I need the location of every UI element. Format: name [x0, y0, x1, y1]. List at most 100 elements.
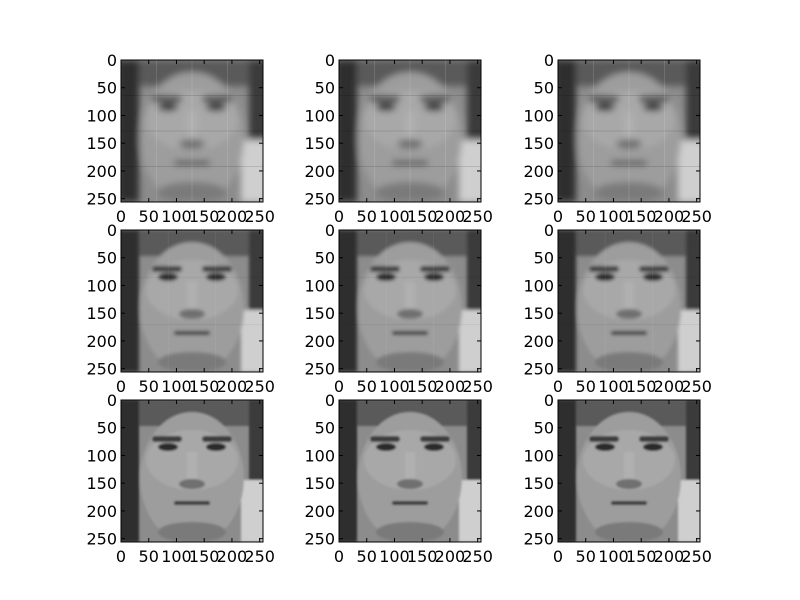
x-tick-label: 150 [189, 377, 220, 396]
y-tick-label: 0 [325, 51, 335, 70]
y-tick-label: 0 [544, 51, 554, 70]
y-tick-label: 100 [304, 446, 335, 465]
y-tick-label: 150 [304, 304, 335, 323]
y-tick-label: 150 [86, 474, 117, 493]
x-tick-label: 0 [116, 547, 126, 566]
x-tick-label: 150 [626, 547, 657, 566]
x-tick-label: 0 [116, 207, 126, 226]
y-tick-label: 150 [523, 134, 554, 153]
y-tick-label: 150 [86, 304, 117, 323]
x-tick-label: 50 [357, 207, 377, 226]
x-tick-label: 100 [379, 377, 410, 396]
face-image [339, 400, 481, 542]
y-tick-label: 250 [523, 530, 554, 549]
y-tick-label: 250 [304, 360, 335, 379]
y-tick-label: 50 [97, 79, 117, 98]
x-tick-label: 100 [379, 207, 410, 226]
y-tick-label: 200 [523, 502, 554, 521]
x-tick-label: 50 [139, 207, 159, 226]
x-tick-label: 250 [462, 547, 493, 566]
x-tick-label: 0 [553, 377, 563, 396]
x-tick-label: 0 [334, 377, 344, 396]
face-image [339, 60, 481, 202]
x-tick-label: 100 [161, 207, 192, 226]
face-image [121, 230, 263, 372]
x-tick-label: 100 [161, 547, 192, 566]
face-image [558, 400, 700, 542]
x-tick-label: 200 [217, 377, 248, 396]
y-tick-label: 0 [107, 221, 117, 240]
axes-frame [120, 59, 264, 203]
x-tick-label: 50 [576, 377, 596, 396]
y-tick-label: 50 [315, 249, 335, 268]
x-tick-label: 250 [681, 377, 712, 396]
y-tick-label: 250 [523, 190, 554, 209]
face-image [121, 400, 263, 542]
x-tick-label: 0 [334, 207, 344, 226]
axes-frame [557, 59, 701, 203]
x-tick-label: 0 [553, 207, 563, 226]
y-tick-label: 50 [315, 79, 335, 98]
x-tick-label: 50 [357, 377, 377, 396]
x-tick-label: 200 [217, 207, 248, 226]
axes-frame [120, 229, 264, 373]
x-tick-label: 250 [462, 377, 493, 396]
axes-frame [120, 399, 264, 543]
x-tick-label: 150 [407, 377, 438, 396]
y-tick-label: 150 [304, 134, 335, 153]
x-tick-label: 150 [626, 207, 657, 226]
y-tick-label: 250 [86, 190, 117, 209]
y-tick-label: 200 [86, 162, 117, 181]
x-tick-label: 50 [576, 547, 596, 566]
y-tick-label: 250 [304, 530, 335, 549]
x-tick-label: 150 [189, 207, 220, 226]
x-tick-label: 50 [139, 377, 159, 396]
y-tick-label: 100 [304, 106, 335, 125]
x-tick-label: 50 [357, 547, 377, 566]
y-tick-label: 100 [86, 106, 117, 125]
y-tick-label: 200 [304, 162, 335, 181]
y-tick-label: 0 [544, 391, 554, 410]
x-tick-label: 200 [654, 547, 685, 566]
y-tick-label: 50 [97, 419, 117, 438]
x-tick-label: 200 [435, 207, 466, 226]
face-image [558, 230, 700, 372]
x-tick-label: 250 [462, 207, 493, 226]
axes-frame [338, 399, 482, 543]
y-tick-label: 250 [523, 360, 554, 379]
x-tick-label: 200 [654, 377, 685, 396]
y-tick-label: 200 [523, 332, 554, 351]
y-tick-label: 0 [107, 391, 117, 410]
x-tick-label: 150 [626, 377, 657, 396]
y-tick-label: 50 [97, 249, 117, 268]
y-tick-label: 150 [523, 474, 554, 493]
y-tick-label: 100 [523, 106, 554, 125]
x-tick-label: 200 [435, 547, 466, 566]
y-tick-label: 250 [304, 190, 335, 209]
x-tick-label: 150 [407, 207, 438, 226]
x-tick-label: 0 [334, 547, 344, 566]
y-tick-label: 50 [534, 79, 554, 98]
x-tick-label: 150 [189, 547, 220, 566]
x-tick-label: 0 [116, 377, 126, 396]
x-tick-label: 50 [139, 547, 159, 566]
x-tick-label: 0 [553, 547, 563, 566]
x-tick-label: 200 [217, 547, 248, 566]
y-tick-label: 150 [523, 304, 554, 323]
y-tick-label: 200 [86, 332, 117, 351]
y-tick-label: 0 [544, 221, 554, 240]
x-tick-label: 250 [681, 207, 712, 226]
axes-frame [557, 229, 701, 373]
x-tick-label: 250 [681, 547, 712, 566]
y-tick-label: 50 [534, 249, 554, 268]
y-tick-label: 250 [86, 360, 117, 379]
